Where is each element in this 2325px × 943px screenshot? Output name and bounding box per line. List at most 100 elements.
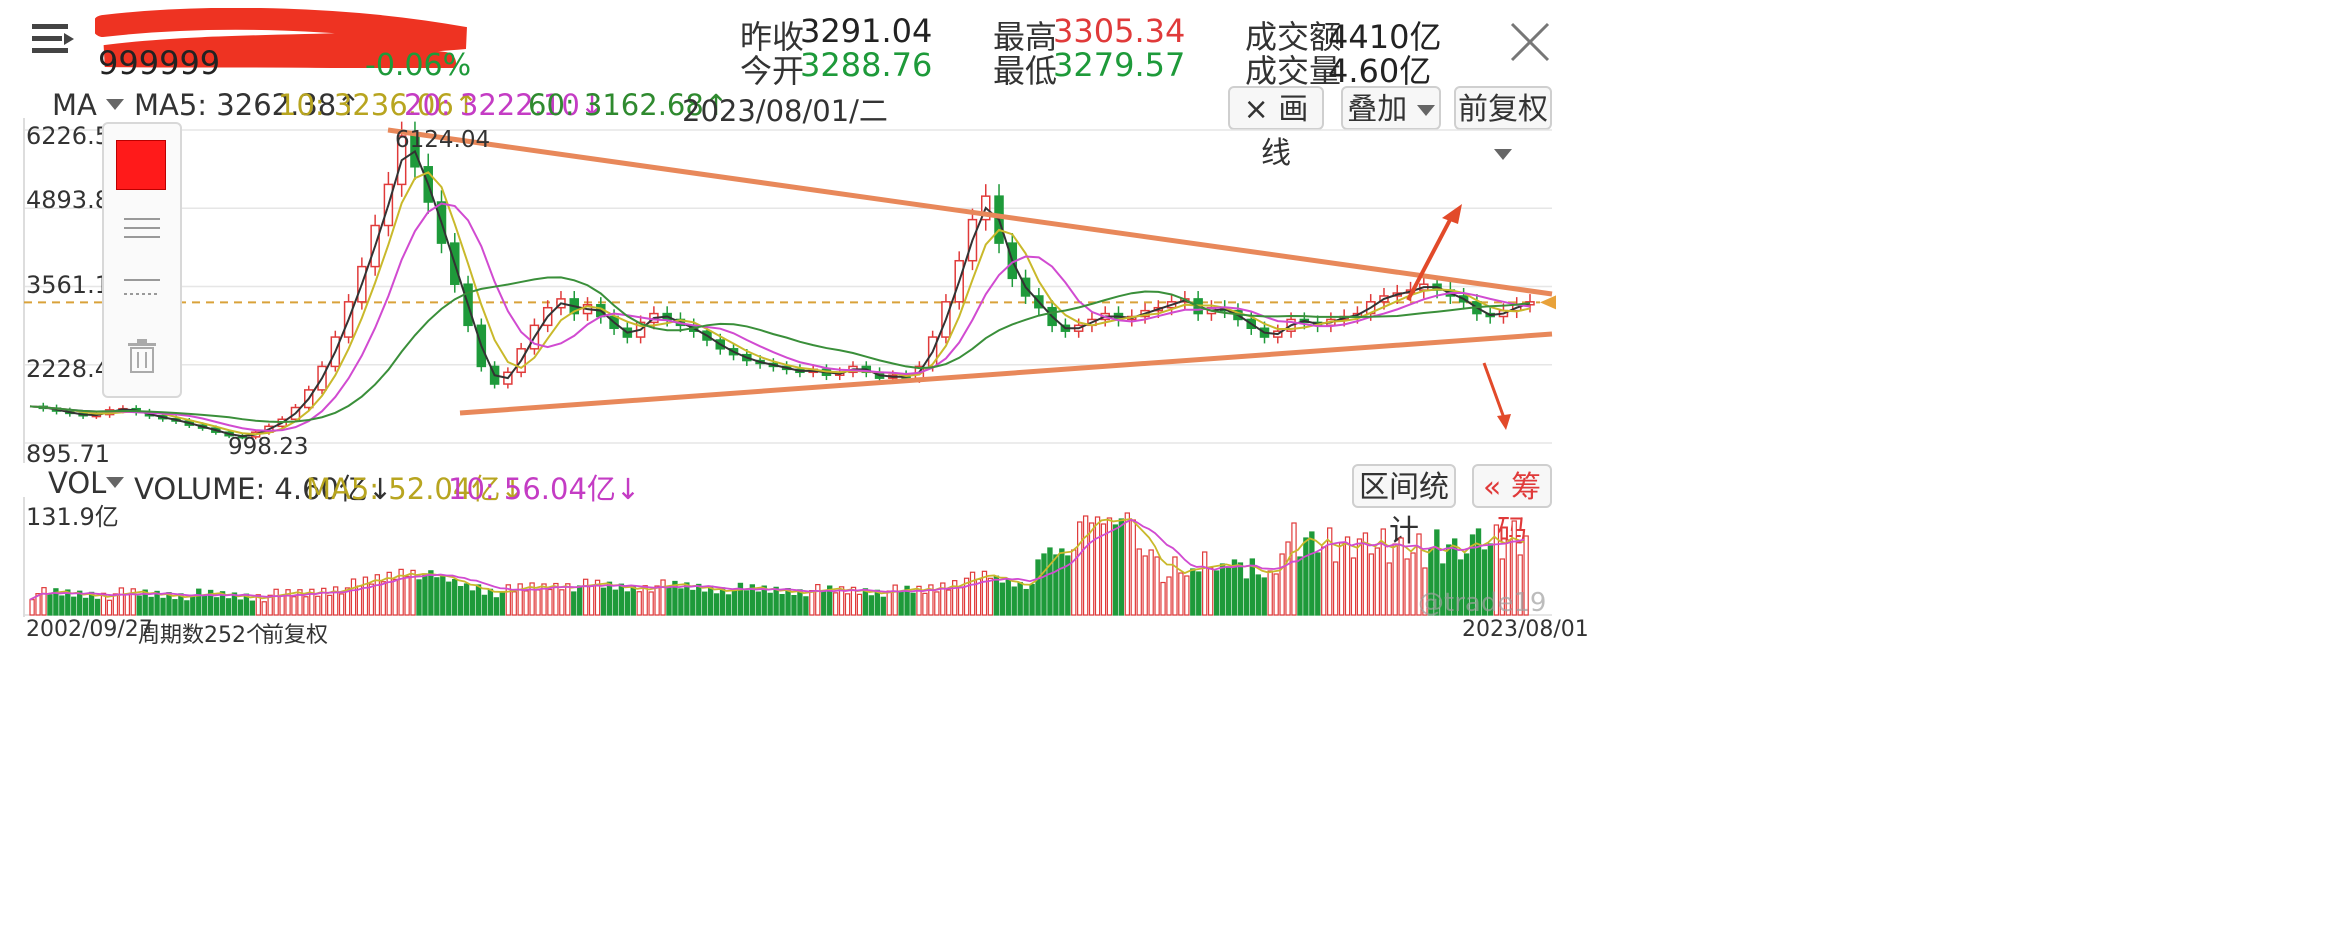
open-label: 今开	[740, 52, 805, 90]
volume-bar-34	[231, 592, 238, 616]
volume-bar-244	[1481, 549, 1488, 616]
change-percent: -0.06%	[365, 48, 472, 83]
volume-bar-211	[1285, 541, 1291, 616]
volume-bar-181	[1106, 517, 1113, 616]
prev-close-label: 昨收	[740, 18, 805, 56]
volume-bar-187	[1142, 555, 1148, 616]
volume-bar-202	[1231, 559, 1238, 616]
vol-ma10: 10: 56.04亿↓	[448, 472, 641, 506]
turnover-value: 4410亿	[1328, 18, 1442, 56]
volume-bar-49	[321, 587, 327, 616]
volume-bar-33	[225, 598, 232, 616]
volume-bar-164	[1005, 579, 1011, 616]
volume-bar-147	[904, 585, 910, 616]
volume-bar-190	[1160, 581, 1166, 616]
volume-bar-79	[499, 591, 506, 616]
volume-bar-100	[624, 591, 631, 616]
volume-bar-66	[422, 573, 428, 616]
volume-bar-221	[1344, 536, 1351, 616]
volume-bar-84	[529, 582, 535, 616]
volume-bar-162	[993, 575, 1000, 616]
volume-bar-173	[1059, 548, 1065, 616]
volume-bar-184	[1124, 512, 1131, 616]
volume-bar-237	[1440, 563, 1446, 616]
volume-bar-209	[1273, 573, 1279, 616]
menu-icon[interactable]	[30, 20, 74, 58]
volume-bar-248	[1505, 539, 1511, 616]
volume-bar-169	[1035, 559, 1041, 616]
volume-bar-93	[582, 578, 589, 616]
index-code: 999999	[98, 44, 221, 82]
volume-bar-134	[827, 585, 833, 616]
volume-bar-198	[1207, 567, 1214, 616]
volume-bar-2	[41, 587, 47, 616]
footer-adjust: 前复权	[262, 623, 329, 648]
volume-bar-109	[678, 588, 684, 616]
volume-bar-251	[1523, 535, 1529, 616]
draw-line-button[interactable]: × 画线	[1228, 86, 1324, 171]
volume-bar-115	[713, 593, 720, 616]
overlay-button[interactable]: 叠加	[1341, 86, 1441, 130]
volume-bar-193	[1178, 572, 1184, 616]
volume-bar-56	[362, 576, 369, 616]
low-label: 最低	[993, 52, 1058, 90]
line-style-icon[interactable]	[122, 274, 162, 306]
volume-bar-61	[392, 578, 398, 616]
volume-bar-78	[493, 597, 500, 616]
volume-bar-158	[969, 571, 976, 616]
price-chart[interactable]	[0, 118, 1560, 463]
lower-trend-line	[459, 331, 1553, 416]
volume-bar-119	[737, 582, 744, 616]
volume-bar-222	[1350, 557, 1357, 616]
range-stats-button[interactable]: 区间统计	[1352, 464, 1456, 549]
volume-bar-176	[1077, 521, 1083, 616]
volume-bar-70	[446, 581, 452, 616]
price-tick-5: 895.71	[26, 440, 110, 468]
volume-bar-196	[1196, 571, 1202, 616]
volume-bar-182	[1112, 524, 1119, 616]
volume-bar-48	[315, 595, 321, 616]
volume-bar-47	[309, 588, 315, 616]
volume-bar-136	[838, 586, 845, 616]
volume-bar-227	[1380, 528, 1386, 616]
volume-bar-24	[172, 599, 178, 616]
volume-bar-179	[1094, 516, 1101, 616]
close-icon[interactable]	[1508, 20, 1552, 64]
volume-bar-110	[684, 582, 690, 616]
volume-bar-172	[1053, 554, 1059, 616]
up-arrow-head	[1442, 204, 1462, 224]
adjust-button[interactable]: 前复权	[1454, 86, 1552, 160]
ma-dropdown-icon[interactable]	[106, 94, 124, 113]
volume-bar-107	[666, 586, 672, 616]
volume-bar-224	[1362, 532, 1369, 616]
volume-bar-101	[630, 585, 636, 616]
volume-bar-231	[1404, 558, 1410, 616]
volume-bar-52	[338, 593, 345, 616]
volume-bar-139	[856, 593, 863, 616]
volume-bar-94	[588, 585, 595, 616]
volume-bar-188	[1148, 549, 1154, 616]
period-count: 周期数252个	[138, 623, 268, 648]
volume-bar-153	[940, 582, 946, 616]
volume-bar-74	[469, 590, 476, 616]
volume-bar-88	[553, 582, 559, 616]
color-swatch[interactable]	[116, 140, 166, 190]
volume-bar-13	[106, 599, 113, 616]
volume-bar-99	[618, 583, 625, 616]
volume-bar-50	[327, 594, 333, 616]
chips-button[interactable]: « 筹码	[1472, 464, 1552, 549]
trash-icon[interactable]	[126, 338, 158, 378]
current-price-marker	[1540, 295, 1556, 310]
volume-bar-37	[249, 600, 256, 616]
volume-chart[interactable]	[0, 497, 1560, 617]
volume-bar-63	[404, 575, 410, 616]
volume-bar-4	[53, 588, 59, 616]
volume-bar-22	[160, 597, 166, 616]
volume-bar-212	[1291, 522, 1297, 616]
line-width-icon[interactable]	[122, 216, 162, 248]
volume-bar-180	[1100, 523, 1107, 616]
volume-bar-234	[1422, 567, 1428, 616]
vol-dropdown-icon[interactable]	[106, 472, 124, 491]
volume-bar-68	[434, 577, 440, 616]
volume-bar-218	[1327, 527, 1333, 616]
